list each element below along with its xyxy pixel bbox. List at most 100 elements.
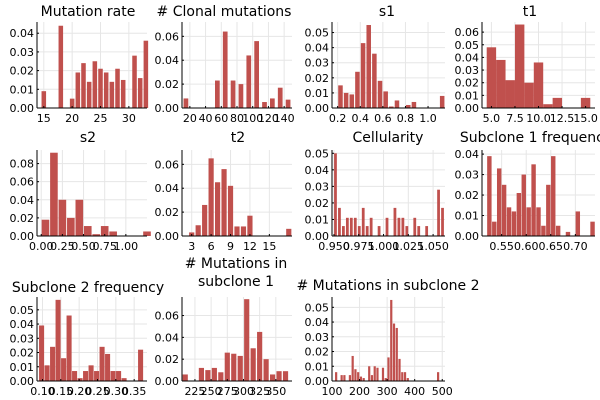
y-tick-label: 0.00 [155,102,180,115]
x-tick-label: 0.20 [67,385,92,398]
x-tick-label: 15.0 [573,112,598,125]
histogram-bar [116,371,122,381]
y-tick-label: 0.06 [155,310,180,323]
histogram-bar [351,355,354,381]
x-tick-label: 325 [249,385,270,398]
histogram-bar [88,365,94,381]
x-tick-label: 0.15 [49,385,74,398]
histogram-bar [413,217,417,236]
y-tick-label: 0.02 [305,346,330,359]
x-tick-label: 140 [274,112,295,125]
y-tick-label: 0.04 [155,331,180,344]
y-tick-label: 0.03 [305,57,330,70]
histogram-bar [109,231,117,236]
histogram-bar [44,365,50,381]
histogram-bar [94,371,100,381]
histogram-bar [369,217,373,236]
x-tick-label: 1.025 [393,240,425,253]
histogram-bar [227,185,234,236]
y-tick-label: 0.00 [455,230,480,243]
x-tick-label: 0.6 [374,112,392,125]
x-tick-label: 0.00 [29,240,54,253]
x-tick-label: 12.5 [550,112,575,125]
histogram-bar [543,104,553,108]
histogram-bar [360,43,366,109]
histogram-bar [182,374,188,381]
y-tick-label: 0.05 [305,147,330,160]
x-tick-label: 1.00 [114,240,139,253]
panel-title: Subclone 2 frequency [12,280,164,296]
x-tick-label: 120 [258,112,279,125]
panel-title: Subclone 1 frequency [460,130,600,146]
x-tick-label: 30 [122,112,136,125]
histogram-bar [55,299,61,381]
y-tick-label: 0.01 [10,83,35,96]
histogram-bar [183,98,189,108]
histogram-panel-5: 0.000.250.500.751.000.000.020.040.060.08… [10,130,151,253]
histogram-bar [376,367,379,381]
histogram-bar [516,193,522,236]
histogram-bar [286,228,292,236]
histogram-bar [69,98,75,108]
histogram-bar [349,217,353,236]
y-tick-label: 0.01 [455,210,480,223]
x-tick-label: 0.55 [489,240,514,253]
histogram-bar [334,153,337,236]
histogram-bar [555,225,561,236]
y-tick-label: 0.03 [305,180,330,193]
y-tick-label: 0.02 [305,72,330,85]
histogram-bar [215,182,221,236]
x-tick-label: 7.5 [506,112,524,125]
histogram-bar [496,168,502,236]
histogram-bar [393,207,397,236]
y-tick-label: 0.00 [305,375,330,388]
histogram-bar [354,369,357,381]
histogram-bar [110,371,116,381]
histogram-bar [208,158,214,236]
histogram-bar [277,87,283,108]
histogram-panel-8: 0.55 0.60 0.65 0.70 0.00 0.01 0.02 0.03 0.04 Subc… [455,130,600,253]
histogram-bar [441,207,444,236]
y-tick-label: 0.02 [10,212,35,225]
histogram-bar [231,353,237,381]
histogram-bar [50,152,58,236]
histogram-bar [377,226,381,236]
histogram-bar [224,352,230,381]
y-tick-label: 0.00 [10,230,35,243]
y-tick-label: 0.02 [455,77,480,90]
histogram-bar [496,59,506,108]
histogram-bar [398,358,401,381]
y-tick-label: 0.01 [10,361,35,374]
y-tick-label: 0.02 [155,78,180,91]
histogram-bar [221,169,227,236]
histogram-bar [403,372,407,381]
y-tick-label: 0.01 [305,360,330,373]
panel-title: # Mutations in subclone 1 [185,256,288,290]
histogram-bar [343,92,349,108]
histogram-bar [411,101,417,108]
histogram-bar [246,55,252,108]
x-tick-label: 0.25 [85,385,110,398]
histogram-bar [511,211,517,236]
histogram-bar [105,353,111,381]
histogram-bar [137,78,143,108]
histogram-bar [67,217,75,236]
histogram-bar [401,217,405,236]
y-tick-label: 0.04 [305,316,330,329]
panel-title: s2 [80,130,96,146]
x-tick-label: 0.35 [122,385,147,398]
histogram-bar [368,366,371,381]
histogram-bar [230,80,236,108]
histogram-panel-6: 3 6 9 12 15 0.00 0.02 0.04 0.06 t2 [155,130,292,253]
histogram-bar [215,80,220,108]
histogram-bar [270,98,275,108]
y-tick-label: 0.02 [455,189,480,202]
x-tick-label: 500 [432,385,453,398]
y-tick-label: 0.06 [155,30,180,43]
histogram-bar [138,349,144,381]
y-tick-label: 0.05 [10,304,35,317]
histogram-bar [521,174,526,236]
histogram-bar [486,47,497,108]
histogram-bar [240,226,247,236]
